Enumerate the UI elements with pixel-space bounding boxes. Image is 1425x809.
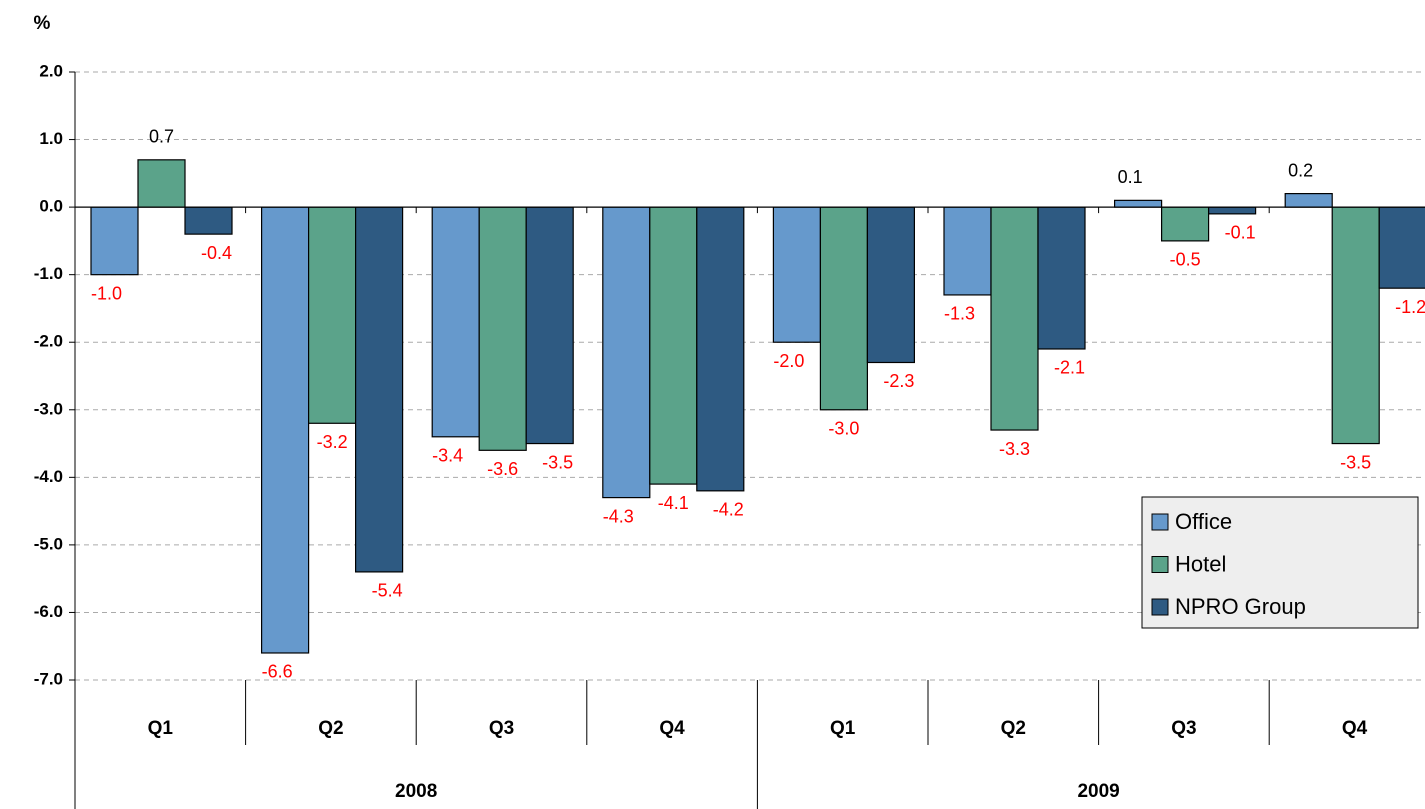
bar	[602, 206, 651, 499]
data-label: -0.4	[201, 243, 232, 263]
data-label: -4.2	[713, 500, 744, 520]
data-label: -0.1	[1225, 223, 1256, 243]
bar	[1160, 206, 1210, 242]
bar	[261, 206, 310, 654]
bar	[90, 206, 139, 276]
data-label: -3.6	[487, 459, 518, 479]
bar	[990, 206, 1039, 431]
y-tick-label: -3.0	[34, 399, 63, 418]
y-axis-label: %	[34, 13, 51, 34]
legend-label: Hotel	[1175, 551, 1226, 576]
y-tick-label: -6.0	[34, 602, 63, 621]
bar	[1331, 206, 1380, 445]
data-label: -2.1	[1054, 358, 1085, 378]
data-label: -3.4	[432, 446, 463, 466]
x-tick-label: Q4	[659, 718, 685, 739]
data-label: 0.2	[1288, 160, 1313, 180]
bar	[137, 159, 186, 208]
x-tick-label: Q1	[148, 718, 174, 739]
bar	[184, 206, 233, 235]
legend-swatch	[1151, 513, 1169, 531]
data-label: -1.3	[944, 304, 975, 324]
legend	[1141, 496, 1419, 629]
y-tick-label: 2.0	[39, 61, 63, 80]
data-label: -3.2	[317, 432, 348, 452]
data-label: -3.0	[828, 419, 859, 439]
x-group-label: 2008	[395, 781, 437, 802]
data-label: -3.3	[999, 439, 1030, 459]
data-label: -5.4	[372, 581, 403, 601]
bar	[943, 206, 992, 296]
legend-label: Office	[1175, 509, 1232, 534]
bar	[1113, 199, 1163, 208]
data-label: -4.3	[603, 506, 634, 526]
bar	[308, 206, 357, 424]
bar	[355, 206, 404, 573]
x-tick-label: Q1	[830, 718, 856, 739]
bar	[1284, 193, 1333, 208]
y-tick-label: -1.0	[34, 264, 63, 283]
bar	[1378, 206, 1425, 289]
x-tick-label: Q2	[318, 718, 343, 739]
legend-swatch	[1151, 556, 1169, 573]
bar	[772, 206, 822, 343]
x-tick-label: Q4	[1342, 718, 1368, 739]
bar	[866, 206, 916, 364]
bar	[431, 206, 480, 438]
data-label: -1.0	[91, 283, 122, 303]
bar	[696, 206, 745, 492]
y-tick-label: -5.0	[34, 534, 63, 553]
data-label: -6.6	[262, 662, 293, 682]
bar	[1037, 206, 1086, 350]
data-label: -0.5	[1170, 250, 1201, 270]
data-label: 0.1	[1118, 167, 1143, 187]
bar	[525, 206, 574, 445]
legend-swatch	[1151, 598, 1169, 616]
y-tick-label: 1.0	[39, 129, 63, 148]
data-label: -2.0	[773, 351, 804, 371]
x-tick-label: Q3	[1171, 718, 1196, 739]
y-tick-label: -2.0	[34, 332, 63, 351]
legend-label: NPRO Group	[1175, 594, 1306, 619]
x-group-label: 2009	[1077, 781, 1119, 802]
bar	[478, 206, 527, 451]
bar	[819, 206, 869, 411]
y-tick-label: -4.0	[34, 467, 63, 486]
data-label: -1.2	[1395, 297, 1425, 317]
data-label: -2.3	[883, 371, 914, 391]
bar	[1207, 206, 1257, 215]
bar	[649, 206, 698, 485]
data-label: 0.7	[149, 127, 174, 147]
y-tick-label: -7.0	[34, 669, 63, 688]
data-label: -4.1	[658, 493, 689, 513]
x-tick-label: Q2	[1001, 718, 1026, 739]
y-tick-label: 0.0	[39, 197, 63, 216]
data-label: -3.5	[542, 452, 573, 472]
x-tick-label: Q3	[489, 718, 514, 739]
data-label: -3.5	[1340, 452, 1371, 472]
